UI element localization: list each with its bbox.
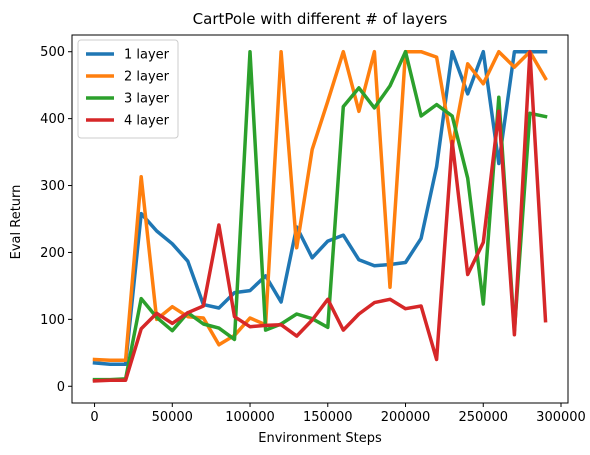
x-tick-label: 150000 [303,410,353,425]
x-tick-label: 300000 [536,410,586,425]
plot-area: 0 50000 100000 150000 200000 250000 300000 0 100… [40,34,586,425]
y-tick-label: 500 [40,45,65,60]
series-line-2 [92,49,548,362]
y-axis-label: Eval Return [9,185,24,260]
y-tick-label: 100 [40,313,65,328]
legend-label-4: 4 layer [124,114,170,129]
legend-label-3: 3 layer [124,92,170,107]
x-tick-label: 250000 [458,410,508,425]
y-tick-label: 400 [40,112,65,127]
legend-label-1: 1 layer [124,48,170,63]
y-tick-label: 0 [57,380,65,395]
y-tick-label: 200 [40,246,65,261]
chart-title: CartPole with different # of layers [193,10,448,28]
x-tick-label: 100000 [225,410,275,425]
legend-box [77,39,179,139]
x-axis-label: Environment Steps [258,431,382,446]
series-line-1 [92,49,548,366]
series-line-4 [92,49,548,383]
plot-frame [71,34,569,404]
y-tick-label: 300 [40,179,65,194]
series-line-3 [92,49,548,382]
x-tick-label: 200000 [381,410,431,425]
legend-label-2: 2 layer [124,70,170,85]
x-tick-label: 0 [90,410,98,425]
x-tick-label: 50000 [152,410,193,425]
